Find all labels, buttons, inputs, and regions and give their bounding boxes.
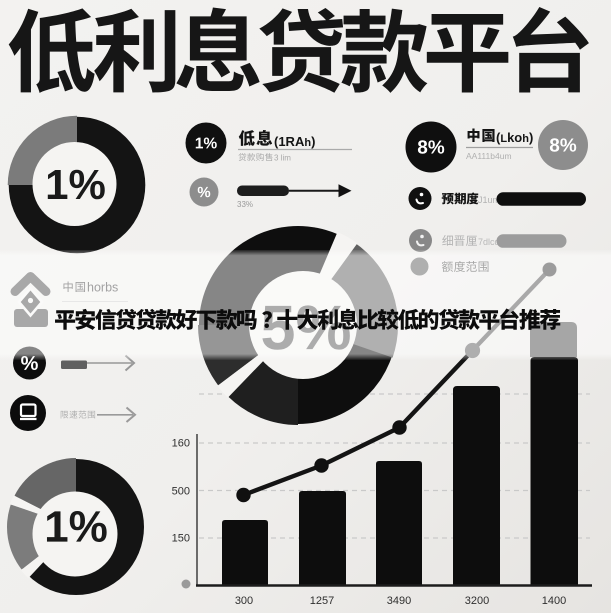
svg-text:160: 160 xyxy=(172,438,190,450)
svg-text:3 lim: 3 lim xyxy=(274,154,291,163)
svg-text:1257: 1257 xyxy=(310,595,334,607)
svg-text:J1um: J1um xyxy=(478,195,500,205)
svg-text:150: 150 xyxy=(172,533,190,545)
svg-text:33%: 33% xyxy=(237,200,253,209)
svg-text:1400: 1400 xyxy=(542,595,566,607)
svg-text:AA111b4um: AA111b4um xyxy=(466,151,512,161)
svg-text:3200: 3200 xyxy=(465,595,489,607)
svg-text:(Lkoh): (Lkoh) xyxy=(496,130,533,145)
svg-text:(1RAh): (1RAh) xyxy=(274,134,315,149)
svg-text:500: 500 xyxy=(172,486,190,498)
svg-text:3490: 3490 xyxy=(387,595,411,607)
svg-text:300: 300 xyxy=(235,595,253,607)
svg-text:7dlcd: 7dlcd xyxy=(478,237,500,247)
